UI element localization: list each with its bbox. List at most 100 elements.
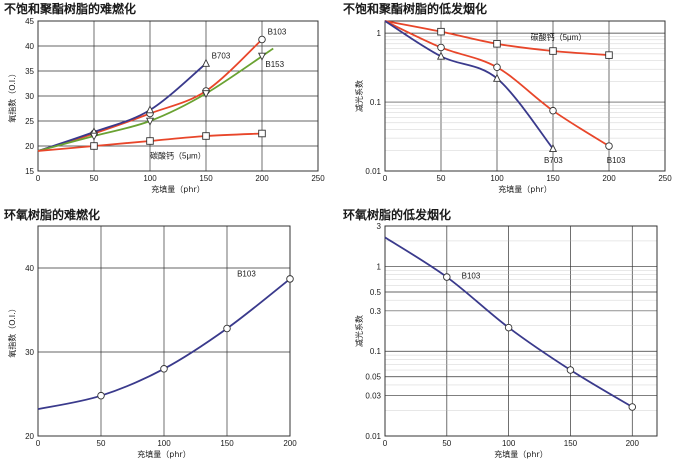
data-point [90,142,98,150]
plot-frame [384,20,666,172]
x-axis-label: 充填量（phr） [151,184,204,194]
x-tick-label: 200 [283,439,297,448]
chart-panel-ups-smoke: 不饱和聚酯树脂的低发烟化 0 50 100 150 200 250 0.01 0.1 1 充填量（… [339,0,677,236]
data-point [549,47,557,55]
y-tick-label: 0.5 [370,288,382,297]
y-tick-label: 0.01 [365,167,381,176]
x-tick-label: 0 [383,174,388,183]
x-tick-label: 50 [97,439,106,448]
x-tick-label: 150 [199,174,213,183]
data-point [549,106,557,115]
annotation-label: 碳酸钙（5μm） [531,32,587,42]
y-tick-label: 20 [25,142,34,151]
y-tick-label: 1 [377,29,382,38]
x-tick-label: 0 [383,439,388,448]
data-point [605,51,613,59]
y-tick-label: 40 [25,42,34,51]
data-point [504,323,513,332]
x-axis-label: 充填量（phr） [494,449,547,459]
y-tick-label: 0.3 [370,307,382,316]
y-tick-label: 15 [25,167,34,176]
data-point [146,137,154,145]
data-point [286,275,294,283]
data-point [437,43,445,52]
plot-frame [37,20,319,172]
y-tick-label: 30 [25,348,34,357]
data-point [97,391,105,400]
x-tick-label: 250 [311,174,325,183]
x-tick-label: 200 [255,174,269,183]
y-tick-label: 40 [25,264,34,273]
plot-frame [384,225,658,437]
annotation-label: 碳酸钙（5μm） [150,151,206,161]
data-point [443,273,451,281]
data-point [145,105,155,114]
data-point [89,132,99,141]
annotation-label: B103 [607,156,626,165]
x-tick-label: 250 [658,174,672,183]
data-point [493,40,501,48]
x-tick-label: 200 [626,439,640,448]
x-tick-label: 50 [90,174,99,183]
data-point [566,366,575,374]
data-point [145,117,155,126]
data-point [258,35,266,44]
chart-title: 不饱和聚酯树脂的难燃化 [4,2,137,16]
data-point [258,129,266,138]
chart-svg: 0 50 100 150 200 250 15 20 25 30 35 40 45 充填量（phr） 氧指数… [7,17,325,194]
x-axis-label: 充填量（phr） [137,449,190,459]
data-point [605,142,613,150]
x-tick-label: 50 [437,174,446,183]
y-tick-label: 0.1 [370,98,382,107]
x-tick-label: 100 [490,174,504,183]
data-point [628,403,637,411]
x-tick-label: 100 [143,174,157,183]
y-tick-label: 45 [25,17,34,26]
y-tick-label: 0.1 [370,347,382,356]
data-point [201,58,211,67]
y-tick-label: 0.05 [365,373,381,382]
y-axis-label: 氧指数（O.I.） [7,304,17,357]
x-axis-label: 充填量（phr） [498,184,551,194]
x-tick-label: 0 [36,174,41,183]
chart-title: 环氧树脂的难燃化 [4,208,101,222]
annotation-label: B153 [265,60,284,69]
x-tick-label: 100 [502,439,516,448]
data-point [493,63,501,71]
data-point [436,51,446,60]
x-tick-label: 150 [546,174,560,183]
data-point [201,90,211,99]
chart-svg: 0 50 100 150 200 0.01 0.03 0.05 0.1 0.3 0.5 1 3 充填量（p… [354,222,658,459]
annotation-label: B103 [462,272,481,281]
y-tick-label: 20 [25,432,34,441]
annotation-label: B103 [268,28,287,37]
y-tick-label: 0.01 [365,432,381,441]
x-tick-label: 150 [220,439,234,448]
chart-title: 环氧树脂的低发烟化 [343,208,452,222]
chart-svg: 0 50 100 150 200 250 0.01 0.1 1 充填量（phr） 减光系数 碳酸钙（5… [354,20,672,194]
x-tick-label: 0 [36,439,41,448]
y-tick-label: 35 [25,67,34,76]
chart-svg: 0 50 100 150 200 20 30 40 充填量（phr） 氧指数（O.I.） B103 [7,225,297,459]
data-point [492,73,502,82]
chart-panel-epoxy-flame: 环氧树脂的难燃化 0 50 100 150 200 20 30 40 充填量（phr） 氧指数（O… [0,208,339,462]
series-line [37,62,207,152]
chart-panel-epoxy-smoke: 环氧树脂的低发烟化 0 50 100 150 200 0.01 0.03 0.05 0.1 0.3… [339,208,677,462]
x-tick-label: 50 [442,439,451,448]
data-point [437,27,445,36]
y-axis-label: 减光系数 [354,315,364,347]
y-axis-label: 氧指数（O.I.） [7,69,17,122]
x-tick-label: 100 [157,439,171,448]
data-point [160,365,168,373]
plot-frame [37,225,291,437]
y-tick-label: 0.03 [365,392,381,401]
annotation-label: B103 [237,269,256,278]
data-point [257,52,267,61]
x-tick-label: 200 [602,174,616,183]
y-axis-label: 减光系数 [354,80,364,112]
series-line [384,20,554,150]
y-tick-label: 30 [25,92,34,101]
x-tick-label: 150 [564,439,578,448]
data-point [223,324,231,333]
chart-title: 不饱和聚酯树脂的低发烟化 [343,2,488,16]
